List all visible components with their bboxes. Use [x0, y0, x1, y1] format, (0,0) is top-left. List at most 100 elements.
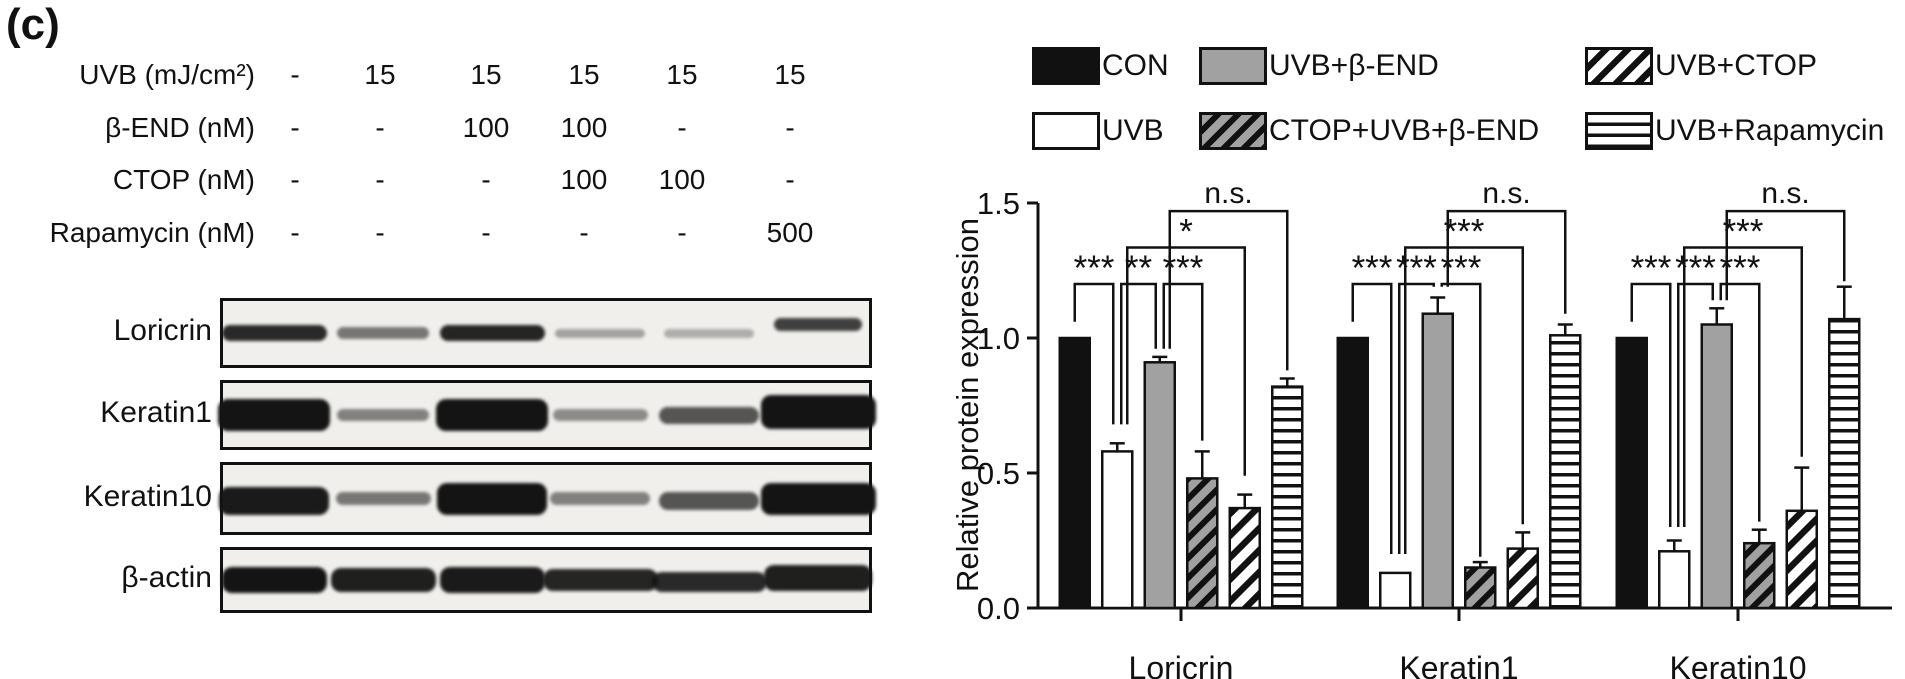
- bar-UVB+CTOP-Keratin1: [1506, 547, 1539, 610]
- significance-bracket: [1162, 282, 1204, 441]
- blot-band: [555, 328, 645, 338]
- blot-band: [439, 325, 545, 341]
- significance-bracket: [1440, 282, 1482, 557]
- blot-band: [337, 409, 429, 421]
- treatment-value: -: [785, 164, 795, 195]
- treatment-value: 100: [560, 164, 608, 195]
- legend-label: CTOP+UVB+β-END: [1269, 114, 1540, 147]
- bar-UVB+β-END-Keratin1: [1421, 312, 1454, 610]
- bar-CON-Keratin10: [1615, 336, 1648, 610]
- treatment-row-label: Rapamycin (nM): [49, 217, 255, 248]
- treatment-value: -: [375, 164, 385, 195]
- legend-swatch-UVB+β-END: [1199, 47, 1267, 85]
- blot-band: [760, 395, 876, 429]
- blot-band: [659, 491, 759, 510]
- blot-strip-3: [220, 547, 872, 613]
- blot-band: [664, 328, 754, 338]
- legend-swatch-CTOP+UVB+β-END: [1199, 112, 1267, 150]
- blot-row-label: Loricrin: [113, 314, 212, 347]
- treatment-row-label: β-END (nM): [105, 112, 255, 143]
- blot-band: [542, 569, 658, 591]
- significance-bracket: [1120, 282, 1157, 425]
- treatment-value: -: [290, 112, 300, 143]
- blot-band: [337, 327, 429, 339]
- significance-label: ***: [1444, 213, 1485, 252]
- legend-label: UVB+CTOP: [1655, 49, 1817, 82]
- blot-band: [552, 409, 648, 421]
- significance-label: ***: [1074, 249, 1115, 288]
- blot-band: [335, 492, 431, 505]
- significance-bracket: [1168, 209, 1289, 371]
- treatment-value: -: [290, 164, 300, 195]
- treatment-value: -: [677, 217, 687, 248]
- treatment-value: -: [481, 164, 491, 195]
- significance-bracket: [1126, 246, 1246, 476]
- significance-label: ***: [1631, 249, 1672, 288]
- x-category-label: Loricrin: [1129, 650, 1234, 679]
- treatment-row-label: CTOP (nM): [112, 164, 255, 195]
- significance-bracket: [1630, 282, 1672, 527]
- treatment-value: 15: [568, 59, 600, 90]
- significance-label: **: [1125, 249, 1153, 288]
- treatment-value: 15: [666, 59, 698, 90]
- significance-bracket: [1677, 282, 1714, 527]
- significance-bracket: [1351, 282, 1393, 554]
- blot-band: [764, 565, 872, 591]
- treatment-value: 15: [364, 59, 396, 90]
- legend-label: UVB+Rapamycin: [1655, 114, 1885, 147]
- blot-band: [219, 486, 329, 515]
- bar-UVB-Keratin10: [1658, 550, 1691, 610]
- significance-label: n.s.: [1204, 177, 1252, 210]
- blot-band: [760, 482, 876, 515]
- bar-UVB+Rapamycin-Keratin1: [1549, 334, 1582, 610]
- blot-band: [550, 492, 650, 505]
- significance-label: *: [1179, 213, 1193, 252]
- significance-label: n.s.: [1761, 177, 1809, 210]
- treatment-value: 100: [560, 112, 608, 143]
- treatment-value: -: [290, 59, 300, 90]
- y-axis-label: Relative protein expression: [950, 218, 985, 592]
- blot-band: [436, 399, 548, 431]
- treatment-value: -: [375, 217, 385, 248]
- bar-UVB-Keratin1: [1379, 571, 1412, 610]
- significance-bracket: [1446, 209, 1567, 314]
- significance-label: ***: [1675, 249, 1716, 288]
- y-tick-label: 1.5: [977, 186, 1020, 221]
- legend-swatch-UVB: [1032, 112, 1100, 150]
- blot-strip-1: [218, 380, 876, 450]
- treatment-value: 15: [774, 59, 806, 90]
- significance-bracket: [1398, 282, 1435, 554]
- x-category-label: Keratin1: [1399, 650, 1518, 679]
- blot-strip-0: [220, 298, 872, 368]
- blot-band: [774, 317, 862, 331]
- bar-UVB+CTOP-Loricrin: [1228, 506, 1261, 610]
- treatment-value: -: [290, 217, 300, 248]
- blot-band: [659, 406, 759, 424]
- legend-label: UVB: [1102, 114, 1164, 147]
- significance-bracket: [1725, 209, 1846, 301]
- significance-label: n.s.: [1482, 177, 1530, 210]
- legend-swatch-UVB+CTOP: [1585, 47, 1653, 85]
- significance-label: ***: [1396, 249, 1437, 288]
- blot-band: [651, 572, 767, 592]
- treatment-row-label: UVB (mJ/cm²): [79, 59, 255, 90]
- blot-row-label: Keratin1: [100, 396, 212, 429]
- treatment-value: 100: [462, 112, 510, 143]
- y-tick-label: 0.5: [977, 456, 1020, 491]
- blot-band: [439, 567, 545, 593]
- blot-band: [221, 567, 327, 593]
- blot-band: [330, 568, 436, 592]
- significance-bracket: [1683, 246, 1803, 527]
- bar-UVB+β-END-Loricrin: [1143, 361, 1176, 610]
- y-tick-label: 1.0: [977, 321, 1020, 356]
- panel-label: (c): [6, 0, 60, 49]
- treatment-value: -: [579, 217, 589, 248]
- significance-label: ***: [1352, 249, 1393, 288]
- legend-swatch-UVB+Rapamycin: [1585, 112, 1653, 150]
- significance-bracket: [1404, 246, 1524, 554]
- bar-UVB+β-END-Keratin10: [1700, 323, 1733, 610]
- bar-UVB+CTOP-Keratin10: [1785, 509, 1818, 610]
- blot-band: [437, 482, 547, 515]
- blot-row-label: Keratin10: [83, 479, 212, 513]
